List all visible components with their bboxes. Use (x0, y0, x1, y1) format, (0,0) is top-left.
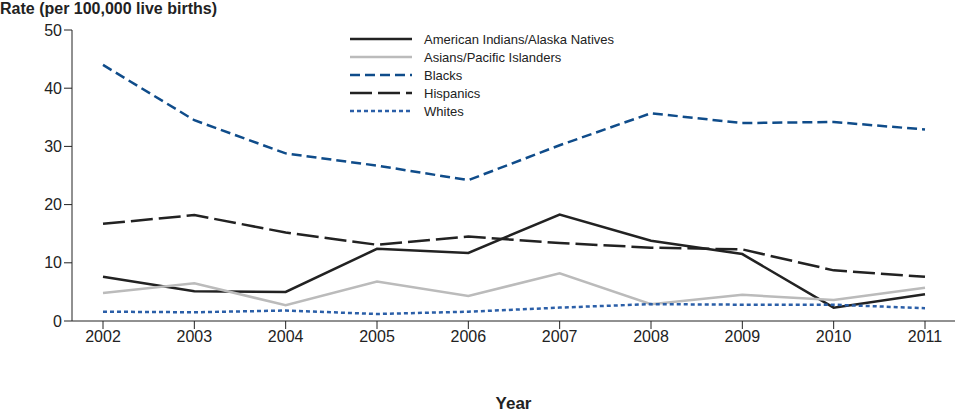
svg-text:30: 30 (44, 138, 62, 155)
svg-text:0: 0 (53, 313, 62, 330)
svg-text:2007: 2007 (542, 328, 578, 345)
html-text:Blacks: Blacks (424, 67, 463, 83)
svg-text:50: 50 (44, 22, 62, 39)
svg-text:20: 20 (44, 196, 62, 213)
svg-text:Year: Year (496, 394, 532, 413)
svg-text:2005: 2005 (359, 328, 395, 345)
html-text:Asians/Pacific Islanders: Asians/Pacific Islanders (424, 49, 562, 65)
svg-text:2010: 2010 (816, 328, 852, 345)
html-text:American Indians/Alaska Native: American Indians/Alaska Natives (424, 31, 614, 47)
svg-text:2008: 2008 (633, 328, 669, 345)
svg-text:2006: 2006 (451, 328, 487, 345)
svg-text:2003: 2003 (177, 328, 213, 345)
svg-text:2009: 2009 (725, 328, 761, 345)
html-text:Rate (per 100,000 live births): Rate (per 100,000 live births) (0, 0, 217, 17)
svg-text:10: 10 (44, 254, 62, 271)
svg-text:2011: 2011 (908, 328, 943, 345)
html-text:Hispanics: Hispanics (424, 85, 481, 101)
svg-text:40: 40 (44, 80, 62, 97)
html-text:Whites: Whites (424, 103, 464, 119)
svg-text:2002: 2002 (85, 328, 121, 345)
svg-text:2004: 2004 (268, 328, 304, 345)
